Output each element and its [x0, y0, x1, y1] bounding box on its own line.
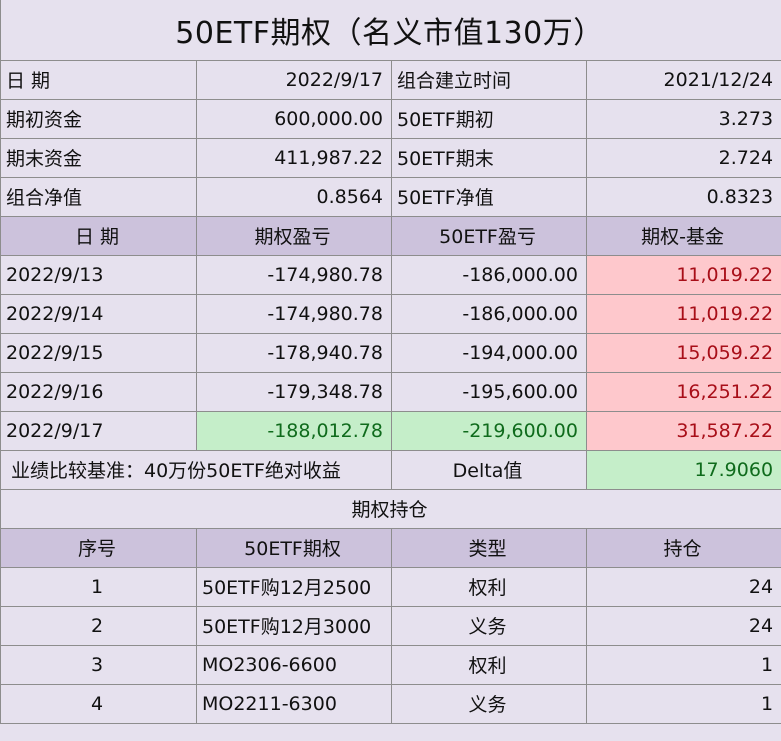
position-type[interactable]: 义务	[391, 605, 587, 646]
summary-label[interactable]: 日 期	[0, 59, 197, 100]
summary-row: 日 期 2022/9/17 组合建立时间 2021/12/24	[0, 59, 781, 100]
summary-value[interactable]: 411,987.22	[196, 137, 392, 178]
etf-pnl[interactable]: -186,000.00	[391, 293, 587, 334]
summary-value[interactable]: 0.8323	[585, 176, 781, 217]
position-name[interactable]: 50ETF购12月3000	[196, 605, 392, 646]
option-pnl[interactable]: -174,980.78	[196, 293, 392, 334]
summary-label[interactable]: 组合建立时间	[391, 59, 587, 100]
etf-pnl[interactable]: -194,000.00	[391, 332, 587, 373]
pnl-date[interactable]: 2022/9/17	[0, 410, 197, 451]
position-no[interactable]: 4	[0, 683, 197, 724]
position-name[interactable]: MO2306-6600	[196, 644, 392, 685]
summary-value[interactable]: 2021/12/24	[585, 59, 781, 100]
benchmark-row: 业绩比较基准：40万份50ETF绝对收益 Delta值 17.9060	[0, 449, 781, 490]
column-header[interactable]: 50ETF盈亏	[391, 215, 587, 256]
summary-label[interactable]: 期末资金	[0, 137, 197, 178]
delta-label[interactable]: Delta值	[391, 449, 587, 490]
column-header[interactable]: 序号	[0, 527, 197, 568]
column-header[interactable]: 期权-基金	[585, 215, 781, 256]
etf-pnl[interactable]: -195,600.00	[391, 371, 587, 412]
option-minus-fund[interactable]: 11,019.22	[585, 254, 781, 295]
option-minus-fund[interactable]: 31,587.22	[585, 410, 781, 451]
position-row: 1 50ETF购12月2500 权利 24	[0, 566, 781, 607]
title-row: 50ETF期权（名义市值130万）	[0, 0, 781, 61]
pnl-row: 2022/9/16 -179,348.78 -195,600.00 16,251…	[0, 371, 781, 412]
position-no[interactable]: 2	[0, 605, 197, 646]
position-type[interactable]: 权利	[391, 644, 587, 685]
position-qty[interactable]: 1	[585, 644, 781, 685]
position-name[interactable]: 50ETF购12月2500	[196, 566, 392, 607]
summary-label[interactable]: 组合净值	[0, 176, 197, 217]
summary-value[interactable]: 600,000.00	[196, 98, 392, 139]
position-qty[interactable]: 24	[585, 566, 781, 607]
pnl-date[interactable]: 2022/9/16	[0, 371, 197, 412]
summary-label[interactable]: 期初资金	[0, 98, 197, 139]
position-no[interactable]: 1	[0, 566, 197, 607]
option-pnl[interactable]: -179,348.78	[196, 371, 392, 412]
position-row: 2 50ETF购12月3000 义务 24	[0, 605, 781, 646]
pnl-header-row: 日 期 期权盈亏 50ETF盈亏 期权-基金	[0, 215, 781, 256]
summary-value[interactable]: 2.724	[585, 137, 781, 178]
etf-pnl[interactable]: -186,000.00	[391, 254, 587, 295]
positions-title-row: 期权持仓	[0, 488, 781, 529]
pnl-row: 2022/9/17 -188,012.78 -219,600.00 31,587…	[0, 410, 781, 451]
pnl-date[interactable]: 2022/9/15	[0, 332, 197, 373]
summary-row: 组合净值 0.8564 50ETF净值 0.8323	[0, 176, 781, 217]
option-pnl[interactable]: -188,012.78	[196, 410, 392, 451]
benchmark-label[interactable]: 业绩比较基准：40万份50ETF绝对收益	[0, 449, 392, 490]
position-qty[interactable]: 24	[585, 605, 781, 646]
option-minus-fund[interactable]: 16,251.22	[585, 371, 781, 412]
positions-header-row: 序号 50ETF期权 类型 持仓	[0, 527, 781, 568]
column-header[interactable]: 50ETF期权	[196, 527, 392, 568]
portfolio-table: 50ETF期权（名义市值130万） 日 期 2022/9/17 组合建立时间 2…	[0, 0, 781, 724]
summary-row: 期末资金 411,987.22 50ETF期末 2.724	[0, 137, 781, 178]
summary-row: 期初资金 600,000.00 50ETF期初 3.273	[0, 98, 781, 139]
summary-value[interactable]: 0.8564	[196, 176, 392, 217]
pnl-row: 2022/9/15 -178,940.78 -194,000.00 15,059…	[0, 332, 781, 373]
position-qty[interactable]: 1	[585, 683, 781, 724]
option-pnl[interactable]: -174,980.78	[196, 254, 392, 295]
sheet-title: 50ETF期权（名义市值130万）	[0, 0, 781, 61]
summary-label[interactable]: 50ETF期初	[391, 98, 587, 139]
position-no[interactable]: 3	[0, 644, 197, 685]
summary-value[interactable]: 3.273	[585, 98, 781, 139]
pnl-date[interactable]: 2022/9/14	[0, 293, 197, 334]
column-header[interactable]: 类型	[391, 527, 587, 568]
column-header[interactable]: 日 期	[0, 215, 197, 256]
pnl-date[interactable]: 2022/9/13	[0, 254, 197, 295]
position-row: 4 MO2211-6300 义务 1	[0, 683, 781, 724]
column-header[interactable]: 期权盈亏	[196, 215, 392, 256]
option-minus-fund[interactable]: 15,059.22	[585, 332, 781, 373]
pnl-row: 2022/9/14 -174,980.78 -186,000.00 11,019…	[0, 293, 781, 334]
etf-pnl[interactable]: -219,600.00	[391, 410, 587, 451]
position-type[interactable]: 权利	[391, 566, 587, 607]
position-name[interactable]: MO2211-6300	[196, 683, 392, 724]
column-header[interactable]: 持仓	[585, 527, 781, 568]
pnl-row: 2022/9/13 -174,980.78 -186,000.00 11,019…	[0, 254, 781, 295]
delta-value[interactable]: 17.9060	[585, 449, 781, 490]
summary-label[interactable]: 50ETF期末	[391, 137, 587, 178]
summary-label[interactable]: 50ETF净值	[391, 176, 587, 217]
position-type[interactable]: 义务	[391, 683, 587, 724]
option-minus-fund[interactable]: 11,019.22	[585, 293, 781, 334]
summary-value[interactable]: 2022/9/17	[196, 59, 392, 100]
positions-title[interactable]: 期权持仓	[0, 488, 781, 529]
option-pnl[interactable]: -178,940.78	[196, 332, 392, 373]
position-row: 3 MO2306-6600 权利 1	[0, 644, 781, 685]
